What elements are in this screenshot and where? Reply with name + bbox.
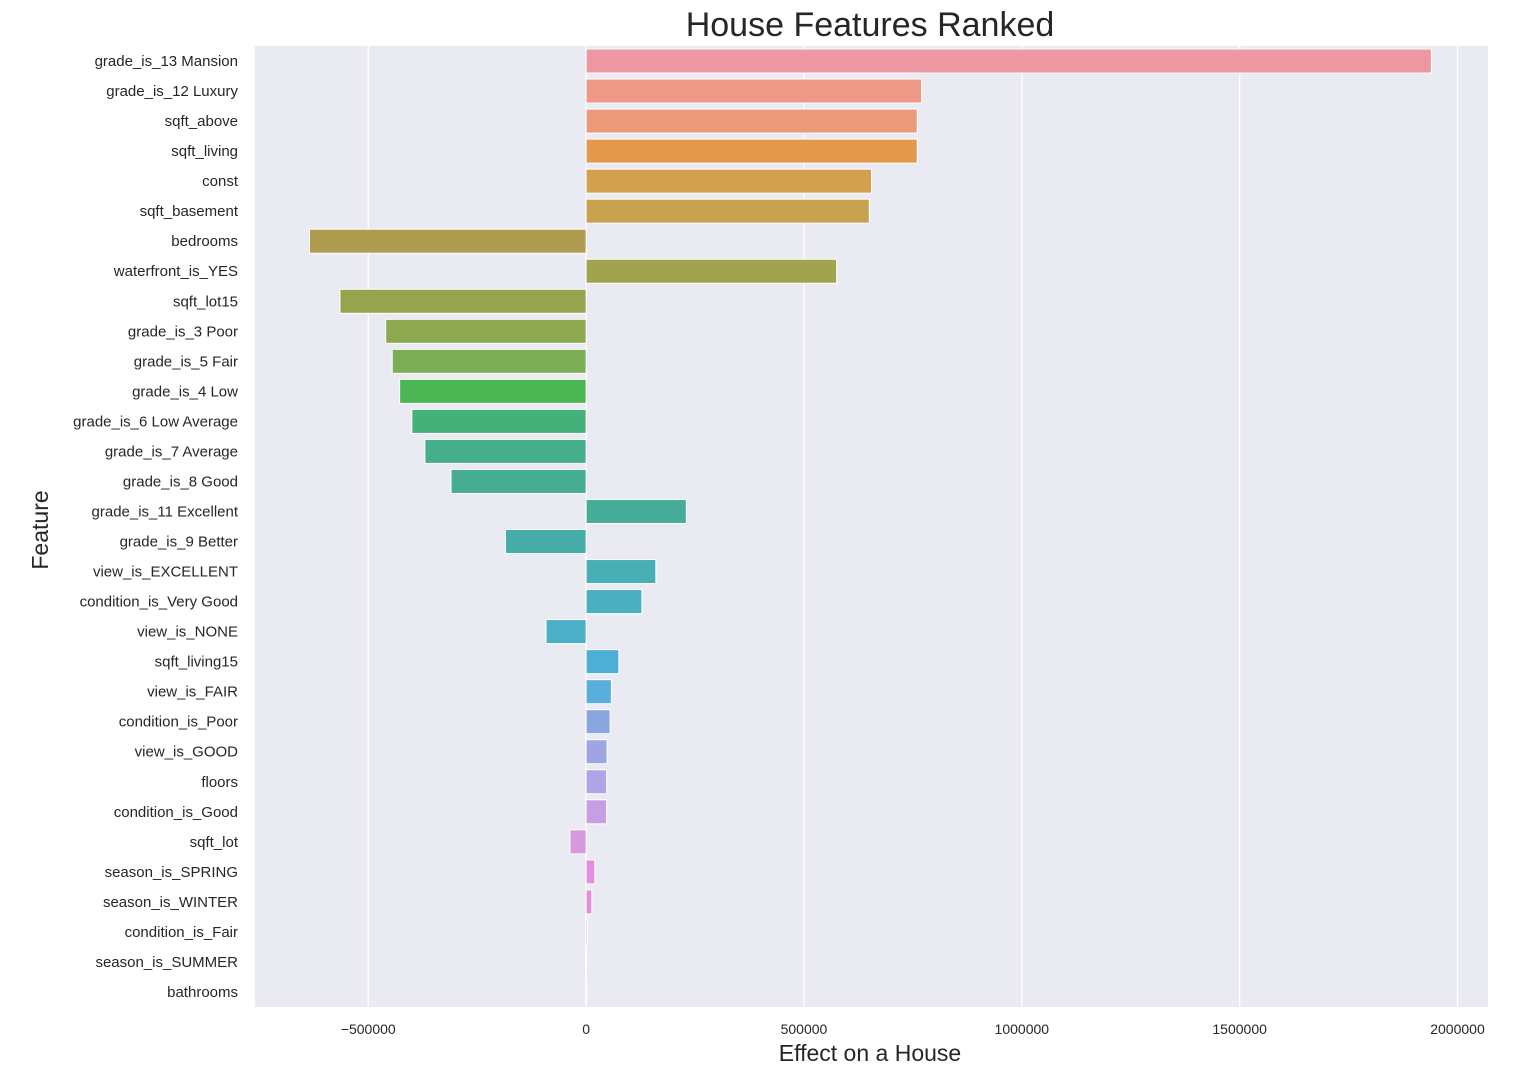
y-tick-label: sqft_above	[165, 113, 238, 130]
bar-sqft-living	[585, 138, 918, 164]
y-tick-label: grade_is_5 Fair	[134, 353, 238, 370]
y-tick-label: sqft_lot	[190, 834, 239, 851]
bar-sqft-above	[585, 108, 918, 134]
bar-floors	[585, 769, 608, 795]
y-tick-label: bathrooms	[167, 984, 238, 1001]
bar-grade-is-12-luxury	[585, 78, 923, 104]
bar-condition-is-poor	[585, 709, 611, 735]
x-tick-label: 1500000	[1212, 1021, 1267, 1037]
bar-condition-is-fair	[585, 919, 588, 945]
y-tick-label: grade_is_9 Better	[120, 534, 238, 551]
bar-sqft-lot15	[339, 288, 587, 314]
y-tick-label: grade_is_4 Low	[132, 383, 238, 400]
chart-title: House Features Ranked	[686, 6, 1055, 44]
x-tick-label: −500000	[341, 1021, 396, 1037]
x-tick-labels: −500000 0 500000 1000000 1500000 2000000	[341, 1021, 1485, 1037]
bar-grade-is-5-fair	[391, 348, 587, 374]
y-tick-label: bedrooms	[171, 233, 238, 250]
y-axis-label: Feature	[27, 490, 53, 569]
y-tick-label: condition_is_Good	[114, 804, 238, 821]
y-tick-label: sqft_living	[171, 143, 238, 160]
y-tick-label: view_is_GOOD	[135, 744, 239, 761]
y-tick-label: grade_is_11 Excellent	[92, 503, 239, 520]
bar-grade-is-6-low-average	[411, 408, 587, 434]
bar-bathrooms	[585, 979, 588, 1005]
bar-season-is-spring	[585, 859, 596, 885]
y-tick-label: sqft_basement	[140, 203, 239, 220]
y-tick-label: season_is_SPRING	[105, 864, 238, 881]
y-tick-labels: grade_is_13 Mansion grade_is_12 Luxury sqf…	[73, 53, 239, 1001]
bar-season-is-winter	[585, 889, 593, 915]
bars	[308, 48, 1432, 1005]
x-tick-label: 2000000	[1430, 1021, 1485, 1037]
bar-sqft-lot	[569, 829, 587, 855]
x-tick-label: 1000000	[995, 1021, 1050, 1037]
bar-sqft-living15	[585, 649, 620, 675]
x-tick-label: 0	[582, 1021, 590, 1037]
y-tick-label: grade_is_3 Poor	[128, 323, 238, 340]
y-tick-label: condition_is_Fair	[125, 924, 238, 941]
y-tick-label: view_is_EXCELLENT	[93, 564, 238, 581]
bar-view-is-none	[545, 619, 587, 645]
bar-view-is-good	[585, 739, 608, 765]
y-tick-label: grade_is_8 Good	[123, 473, 238, 490]
y-tick-label: view_is_FAIR	[147, 684, 238, 701]
bar-grade-is-4-low	[399, 378, 587, 404]
y-tick-label: grade_is_13 Mansion	[95, 53, 238, 70]
bar-grade-is-13-mansion	[585, 48, 1432, 74]
y-tick-label: sqft_living15	[155, 654, 238, 671]
y-tick-label: season_is_WINTER	[103, 894, 238, 911]
y-tick-label: grade_is_12 Luxury	[106, 83, 238, 100]
bar-condition-is-good	[585, 799, 608, 825]
y-tick-label: season_is_SUMMER	[95, 954, 238, 971]
bar-grade-is-11-excellent	[585, 498, 687, 524]
bar-grade-is-8-good	[450, 468, 587, 494]
y-tick-label: const	[202, 173, 239, 190]
y-tick-label: grade_is_7 Average	[105, 443, 238, 460]
bar-season-is-summer	[584, 949, 587, 975]
y-tick-label: grade_is_6 Low Average	[73, 413, 238, 430]
bar-waterfront-is-yes	[585, 258, 838, 284]
bar-sqft-basement	[585, 198, 870, 224]
y-tick-label: floors	[201, 774, 238, 791]
y-tick-label: condition_is_Very Good	[80, 594, 238, 611]
bar-condition-is-very-good	[585, 589, 643, 615]
bar-view-is-fair	[585, 679, 612, 705]
y-tick-label: condition_is_Poor	[119, 714, 238, 731]
bar-grade-is-9-better	[505, 529, 587, 555]
bar-view-is-excellent	[585, 559, 657, 585]
x-tick-label: 500000	[781, 1021, 828, 1037]
x-axis-label: Effect on a House	[779, 1040, 961, 1066]
bar-const	[585, 168, 872, 194]
y-tick-label: sqft_lot15	[173, 293, 238, 310]
bar-bedrooms	[308, 228, 587, 254]
bar-grade-is-3-poor	[385, 318, 587, 344]
plot-area	[255, 46, 1488, 1007]
y-tick-label: view_is_NONE	[137, 624, 238, 641]
bar-grade-is-7-average	[424, 438, 587, 464]
y-tick-label: waterfront_is_YES	[113, 263, 238, 280]
